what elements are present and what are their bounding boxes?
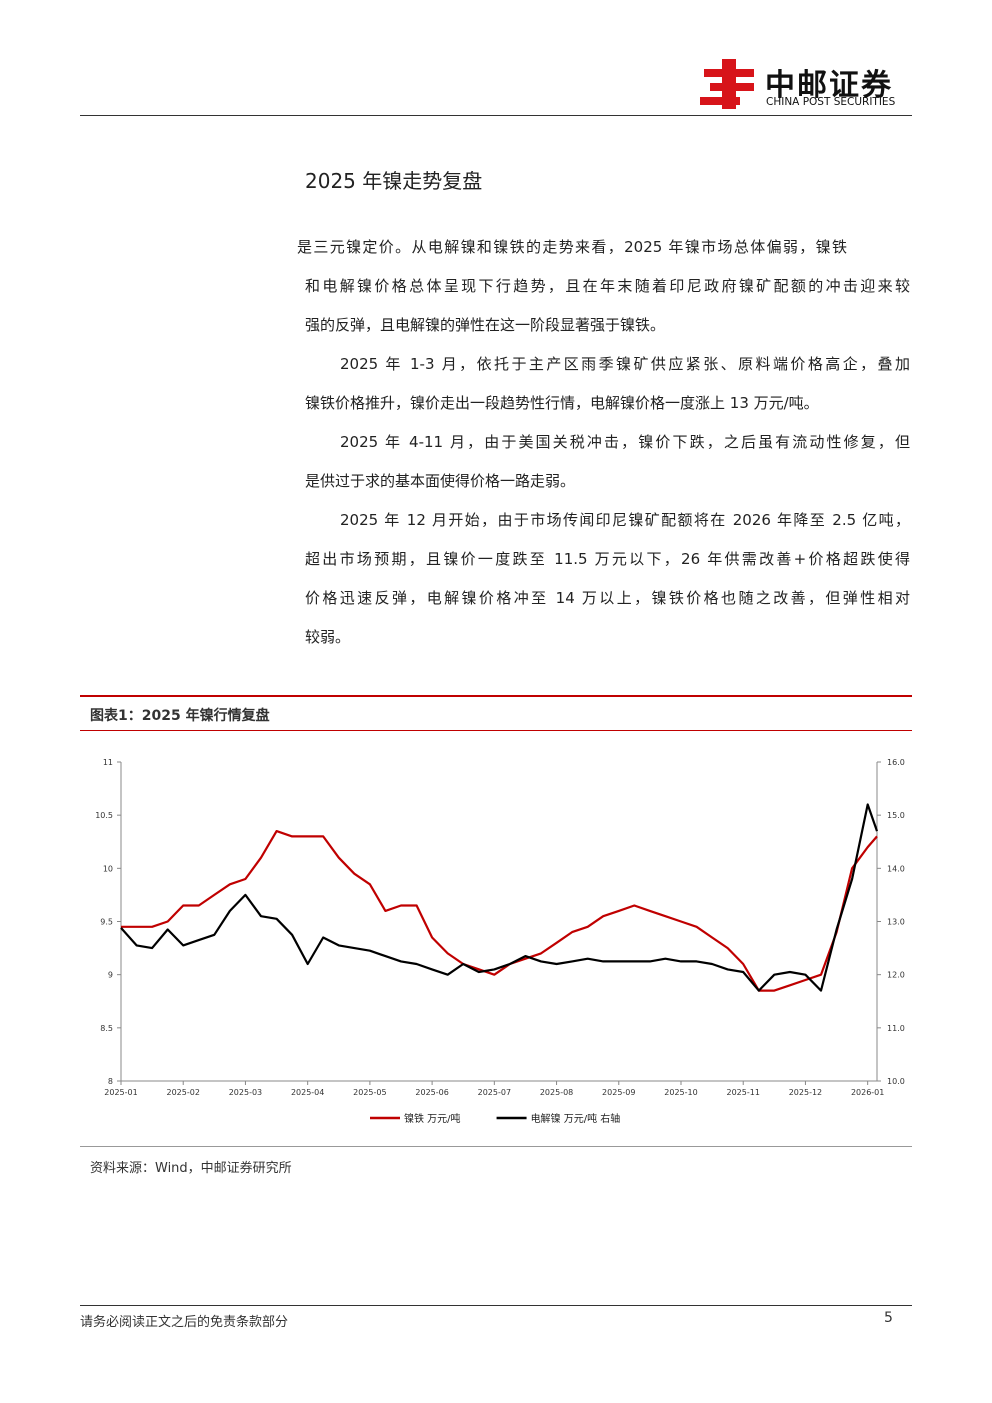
text-line: 2025 年 1-3 月，依托于主产区雨季镍矿供应紧张、原料端价格高企，叠加 [340, 355, 910, 373]
y-tick-label: 9 [108, 971, 113, 980]
legend-label: 电解镍 万元/吨 右轴 [531, 1112, 621, 1125]
x-tick-label: 2025-10 [664, 1088, 697, 1097]
x-tick-label: 2025-09 [602, 1088, 635, 1097]
y2-tick-label: 12.0 [887, 971, 905, 980]
x-tick-label: 2025-08 [540, 1088, 573, 1097]
source-rule [80, 1146, 912, 1147]
y-tick-label: 11 [103, 758, 113, 767]
header-rule [80, 115, 912, 116]
text-line: 是三元镍定价。从电解镍和镍铁的走势来看，2025 年镍市场总体偏弱，镍铁 [297, 238, 847, 256]
y-tick-label: 8 [108, 1077, 113, 1086]
y-tick-label: 8.5 [100, 1024, 113, 1033]
x-tick-label: 2025-11 [727, 1088, 760, 1097]
text-line: 强的反弹，且电解镍的弹性在这一阶段显著强于镍铁。 [305, 316, 666, 334]
series-line [120, 803, 879, 992]
y2-tick-label: 13.0 [887, 918, 905, 927]
x-tick-label: 2025-12 [789, 1088, 822, 1097]
y2-tick-label: 14.0 [887, 864, 905, 873]
x-tick-label: 2026-01 [851, 1088, 884, 1097]
text-line: 镍铁价格推升，镍价走出一段趋势性行情，电解镍价格一度涨上 13 万元/吨。 [305, 394, 819, 412]
text-line: 2025 年 4-11 月，由于美国关税冲击，镍价下跌，之后虽有流动性修复，但 [340, 433, 910, 451]
text-line: 价格迅速反弹，电解镍价格冲至 14 万以上，镍铁价格也随之改善，但弹性相对 [305, 589, 910, 607]
chart: 8 8.5 9 9.5 10 10.5 11 10.0 11.0 12.0 13.0 14.0 15.0… [95, 758, 905, 1125]
y-tick-label: 10.5 [95, 811, 113, 820]
footer-rule [80, 1305, 912, 1306]
x-tick-label: 2025-07 [478, 1088, 511, 1097]
y2-tick-label: 11.0 [887, 1024, 905, 1033]
x-tick-label: 2025-05 [353, 1088, 386, 1097]
logo-en: CHINA POST SECURITIES [766, 96, 896, 108]
logo-icon [700, 59, 754, 109]
figure-caption: 图表1：2025 年镍行情复盘 [90, 708, 270, 724]
text-line: 2025 年 12 月开始，由于市场传闻印尼镍矿配额将在 2026 年降至 2.… [340, 511, 910, 529]
text-line: 超出市场预期，且镍价一度跌至 11.5 万元以下，26 年供需改善+价格超跌使得 [305, 550, 910, 568]
x-tick-label: 2025-06 [415, 1088, 448, 1097]
legend-label: 镍铁 万元/吨 [404, 1112, 461, 1125]
y-tick-label: 10 [103, 864, 113, 873]
text-line: 较弱。 [305, 628, 351, 646]
logo-cn: 中邮证券 [765, 68, 893, 103]
figure-rule [80, 730, 912, 731]
page-number: 5 [884, 1310, 893, 1326]
section-title: 2025 年镍走势复盘 [305, 169, 483, 193]
x-tick-label: 2025-02 [167, 1088, 200, 1097]
y2-tick-label: 10.0 [887, 1077, 905, 1086]
x-tick-label: 2025-03 [229, 1088, 262, 1097]
y-tick-label: 9.5 [100, 918, 113, 927]
x-tick-label: 2025-01 [104, 1088, 137, 1097]
text-line: 是供过于求的基本面使得价格一路走弱。 [305, 472, 576, 490]
figure-rule [80, 695, 912, 697]
text-line: 和电解镍价格总体呈现下行趋势，且在年末随着印尼政府镍矿配额的冲击迎来较 [305, 277, 910, 295]
x-tick-label: 2025-04 [291, 1088, 324, 1097]
y2-tick-label: 16.0 [887, 758, 905, 767]
source: 资料来源：Wind，中邮证券研究所 [90, 1161, 292, 1176]
y2-tick-label: 15.0 [887, 811, 905, 820]
disclaimer: 请务必阅读正文之后的免责条款部分 [80, 1315, 289, 1330]
